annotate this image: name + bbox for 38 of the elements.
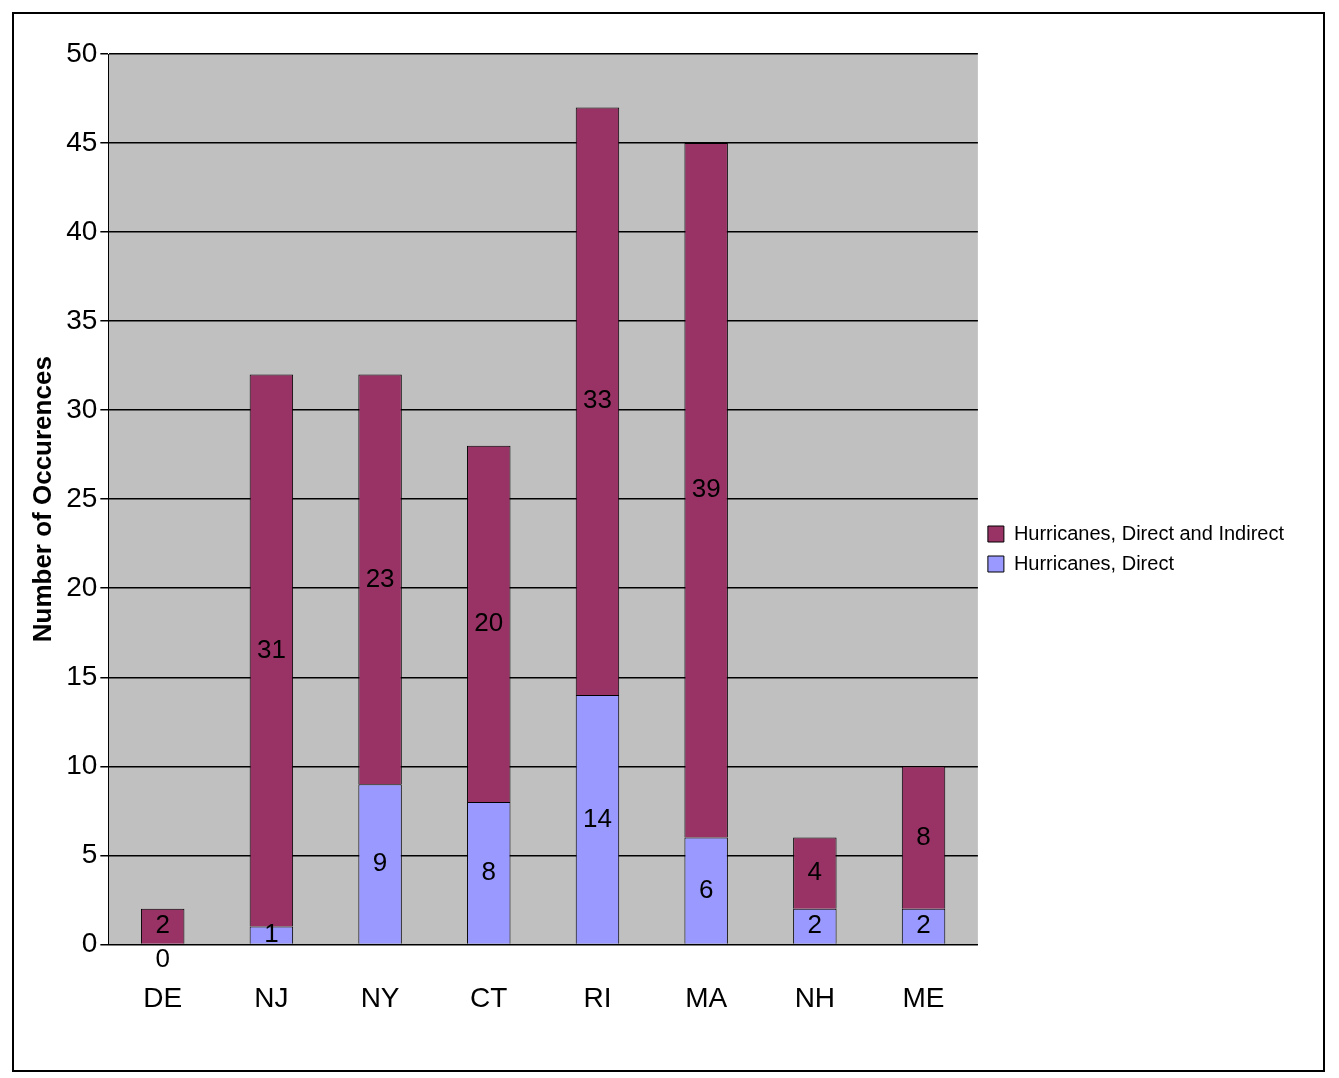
data-label: 2	[155, 909, 170, 940]
y-tick-label: 30	[66, 392, 98, 424]
y-tick-label: 20	[66, 570, 98, 602]
x-tick-label: DE	[143, 981, 183, 1013]
y-tick-label: 25	[66, 481, 98, 513]
data-label: 23	[365, 562, 395, 593]
data-label: 20	[474, 607, 504, 638]
y-tick-label: 45	[66, 125, 98, 157]
data-label: 31	[256, 633, 286, 664]
y-axis-title: Number of Occurences	[26, 356, 57, 643]
x-tick-label: NY	[360, 981, 400, 1013]
data-label: 2	[916, 909, 931, 940]
legend-label: Hurricanes, Direct and Indirect	[1013, 521, 1285, 544]
data-label: 6	[698, 873, 714, 904]
legend-label: Hurricanes, Direct	[1013, 551, 1175, 574]
data-label: 9	[372, 847, 388, 878]
x-tick-label: NJ	[254, 981, 289, 1013]
data-label: 14	[583, 802, 612, 833]
data-label: 39	[691, 473, 721, 504]
data-label: 0	[155, 942, 170, 973]
y-tick-label: 0	[81, 927, 98, 959]
y-tick-label: 5	[81, 838, 98, 870]
y-tick-label: 35	[66, 303, 98, 335]
data-label: 1	[264, 918, 279, 949]
y-tick-label: 50	[66, 36, 98, 68]
x-tick-label: ME	[902, 981, 945, 1013]
data-label: 4	[807, 856, 823, 887]
x-tick-label: CT	[470, 981, 508, 1013]
data-label: 8	[481, 855, 497, 886]
x-tick-label: MA	[685, 981, 728, 1013]
y-tick-label: 10	[66, 749, 98, 781]
y-tick-label: 40	[66, 214, 98, 246]
y-tick-label: 15	[66, 660, 98, 691]
data-label: 2	[807, 909, 823, 940]
x-tick-label: NH	[794, 981, 836, 1013]
x-tick-label: RI	[583, 981, 612, 1013]
data-label: 33	[583, 384, 612, 415]
data-label: 8	[916, 820, 931, 851]
